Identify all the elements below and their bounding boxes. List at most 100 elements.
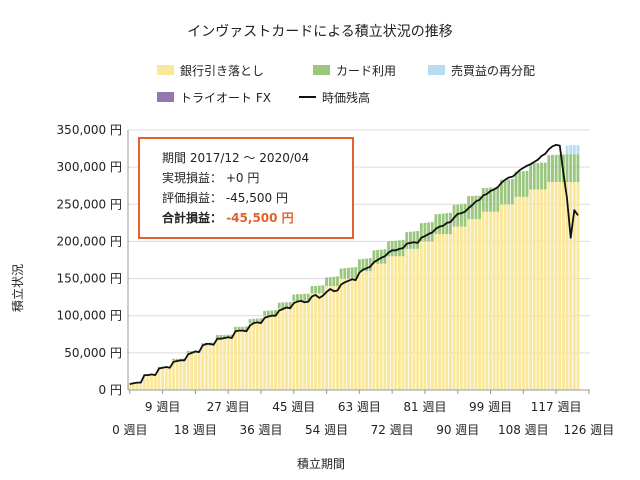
x-tick-label-11: 99 週目 [469, 400, 512, 414]
bar-s1-w60 [347, 267, 350, 279]
y-axis-ticks: 0 円 50,000 円 100,000 円 150,000 円 200,000 円 25… [57, 123, 122, 397]
bar-s1-w47 [299, 294, 303, 301]
bar-s0-w35 [255, 323, 259, 390]
legend-swatch-0 [157, 65, 174, 75]
bar-s0-w15 [183, 360, 186, 390]
bar-s0-w39 [270, 315, 274, 390]
bar-s0-w40 [274, 315, 277, 390]
bar-s1-w36 [259, 318, 263, 324]
bar-s0-w87 [445, 234, 449, 390]
bar-s0-w111 [532, 189, 536, 390]
bar-s1-w43 [285, 302, 288, 309]
bar-s0-w28 [230, 338, 234, 390]
bar-s1-w48 [303, 293, 307, 301]
bar-s0-w113 [540, 189, 543, 390]
bar-s0-w84 [434, 234, 438, 390]
x-tick-label-5: 45 週目 [272, 400, 315, 414]
bar-s1-w37 [263, 310, 267, 316]
bar-s1-w99 [489, 187, 492, 212]
bar-s1-w32 [244, 326, 248, 331]
bar-s0-w10 [164, 367, 168, 390]
bar-s0-w20 [201, 345, 205, 390]
bar-s1-w35 [255, 318, 259, 324]
bar-s1-w113 [540, 162, 543, 190]
bar-s2-w123 [576, 145, 580, 155]
bar-s1-w90 [456, 204, 460, 227]
bar-s1-w41 [277, 302, 281, 309]
legend-item-2: 売買益の再分配 [428, 63, 535, 78]
bar-s0-w41 [277, 308, 281, 390]
bar-s1-w72 [390, 241, 394, 257]
x-tick-label-9: 81 週目 [403, 400, 446, 414]
bar-s1-w55 [328, 277, 332, 286]
legend-swatch-1 [313, 65, 330, 75]
chart-bars [128, 145, 580, 390]
y-tick-label-5: 250,000 円 [57, 197, 122, 211]
bar-s1-w62 [354, 267, 358, 279]
bar-s1-w33 [248, 319, 252, 324]
bar-s0-w60 [347, 278, 350, 390]
bar-s0-w103 [503, 204, 507, 390]
bar-s0-w74 [398, 256, 401, 390]
bar-s0-w75 [401, 256, 405, 390]
bar-s1-w108 [521, 171, 525, 197]
bar-s0-w51 [314, 293, 318, 390]
bar-s0-w96 [478, 219, 482, 390]
bar-s2-w121 [569, 145, 573, 155]
bar-s0-w21 [204, 345, 208, 390]
x-tick-label-6: 54 週目 [305, 423, 348, 437]
bar-s1-w115 [547, 155, 551, 182]
legend-label-2: 売買益の再分配 [451, 63, 535, 78]
bar-s1-w69 [379, 249, 383, 264]
bar-s0-w114 [543, 189, 547, 390]
x-tick-label-8: 72 週目 [371, 423, 414, 437]
bar-s1-w101 [496, 187, 500, 212]
bar-s1-w30 [237, 326, 241, 331]
summary-box: 期間 2017/12 ～ 2020/04 実現損益： +0 円 評価損益： -4… [138, 137, 354, 239]
bar-s0-w122 [572, 182, 576, 390]
bar-s0-w25 [219, 338, 223, 390]
bar-s0-w73 [394, 256, 398, 390]
legend-label-0: 銀行引き落とし [180, 64, 264, 78]
bar-s1-w122 [572, 154, 576, 182]
bar-s1-w86 [441, 213, 445, 234]
bar-s1-w27 [226, 334, 230, 338]
bar-s1-w95 [474, 195, 478, 220]
bar-s1-w66 [368, 258, 372, 272]
bar-s0-w121 [569, 182, 573, 390]
bar-s0-w22 [208, 345, 212, 390]
bar-s0-w99 [489, 211, 492, 390]
x-tick-label-4: 36 週目 [239, 423, 282, 437]
bar-s1-w88 [449, 212, 452, 234]
bar-s0-w17 [190, 352, 194, 390]
bar-s0-w13 [175, 360, 179, 390]
legend-item-1: カード利用 [313, 64, 396, 78]
bar-s0-w106 [514, 196, 518, 390]
bar-s1-w34 [252, 318, 256, 324]
bar-s1-w24 [215, 335, 219, 338]
bar-s0-w59 [343, 278, 347, 390]
legend-label-3: トライオート FX [180, 91, 271, 105]
bar-s1-w50 [310, 286, 314, 294]
bar-s0-w76 [405, 248, 409, 390]
bar-s1-w98 [485, 187, 489, 212]
bar-s1-w71 [387, 241, 390, 257]
legend-item-4: 時価残高 [299, 90, 370, 105]
bar-s1-w118 [558, 154, 562, 182]
bar-s0-w83 [430, 241, 434, 390]
bar-s0-w31 [241, 330, 245, 390]
bar-s1-w120 [565, 154, 569, 182]
x-tick-label-2: 18 週目 [174, 423, 217, 437]
bar-s1-w76 [405, 232, 409, 249]
x-axis-label: 積立期間 [297, 456, 345, 471]
bar-s0-w6 [150, 375, 154, 390]
bar-s0-w34 [252, 323, 256, 390]
summary-unrealized: 評価損益： -45,500 円 [162, 191, 288, 205]
bar-s0-w29 [234, 330, 237, 390]
series-line-market-value [129, 143, 579, 385]
chart-line-group [129, 143, 579, 385]
bar-s0-w4 [142, 375, 146, 390]
y-axis-label: 積立状況 [10, 264, 25, 312]
bar-s0-w68 [376, 263, 380, 390]
